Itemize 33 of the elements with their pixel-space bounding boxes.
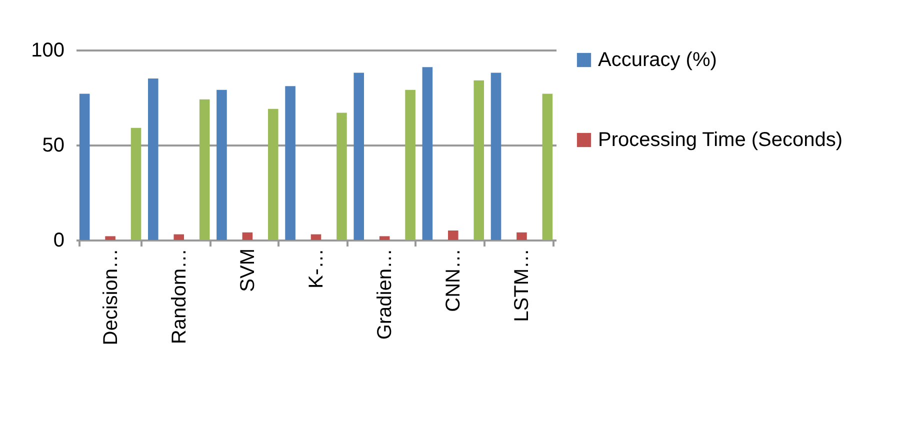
x-tick-label: SVM (236, 248, 259, 292)
bar (422, 67, 433, 240)
bar (242, 232, 253, 240)
bar (490, 72, 502, 240)
legend-label: Processing Time (Seconds) (598, 129, 843, 151)
y-tick-label: 100 (31, 40, 64, 62)
bar (130, 128, 142, 240)
bar (336, 112, 347, 240)
x-tick-label: Gradien… (374, 248, 396, 340)
bar (354, 72, 364, 240)
bar (310, 234, 322, 240)
bar (542, 94, 553, 240)
bar (148, 78, 158, 240)
bar (448, 230, 458, 240)
bar (174, 234, 184, 240)
x-tick-label: Random… (168, 248, 190, 344)
bar (516, 232, 527, 240)
bar (79, 94, 90, 240)
x-tick-label: CNN… (442, 248, 465, 312)
bar (405, 90, 416, 240)
bar (199, 99, 210, 240)
bar (285, 86, 296, 240)
y-tick-label: 0 (53, 230, 64, 252)
x-tick-label: LSTM… (511, 248, 534, 322)
bar (268, 108, 278, 240)
bar (216, 90, 227, 240)
bar (379, 236, 390, 240)
x-tick-label: K-… (306, 248, 328, 288)
legend-label: Accuracy (%) (598, 49, 717, 71)
bar (105, 236, 116, 240)
x-tick-label: Decision… (100, 248, 122, 346)
y-tick-label: 50 (42, 134, 64, 156)
bar (474, 80, 484, 240)
